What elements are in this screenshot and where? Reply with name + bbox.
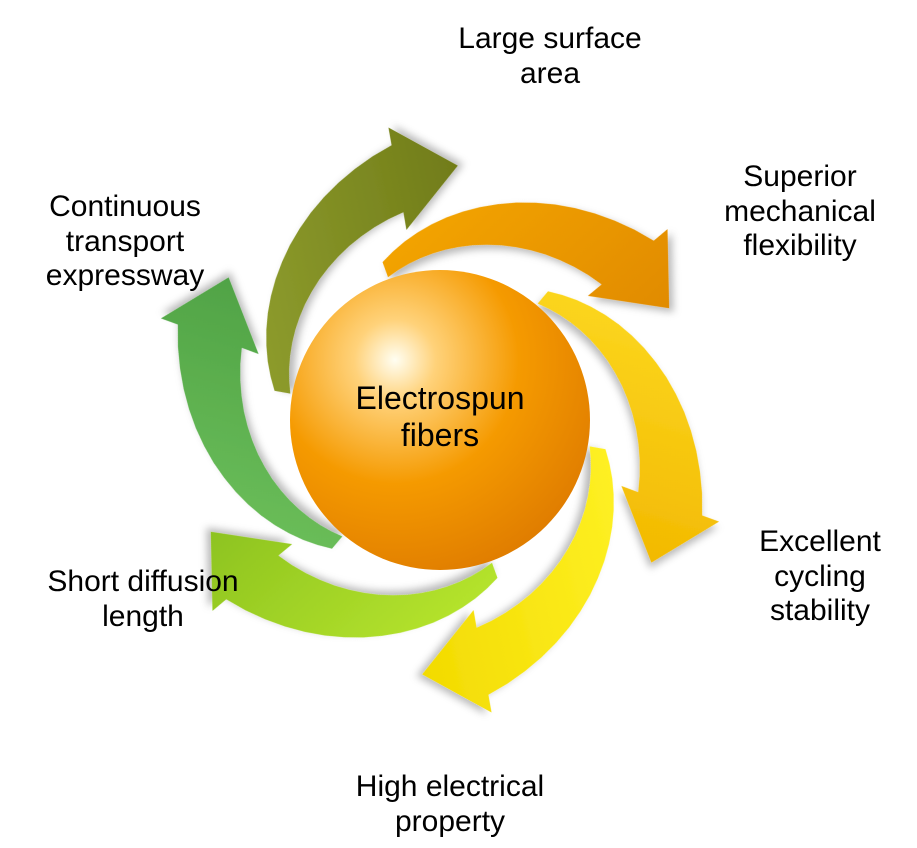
label-expressway: Continuous transport expressway	[10, 190, 240, 294]
label-electrical: High electrical property	[300, 770, 600, 839]
label-surface-area: Large surface area	[420, 22, 680, 91]
label-mech-flex: Superior mechanical flexibility	[680, 160, 917, 264]
center-label: Electrospun fibers	[290, 380, 590, 454]
diagram-stage: Electrospun fibers Large surface area Su…	[0, 0, 917, 848]
label-diffusion: Short diffusion length	[18, 565, 268, 634]
label-cycling: Excellent cycling stability	[710, 525, 917, 629]
